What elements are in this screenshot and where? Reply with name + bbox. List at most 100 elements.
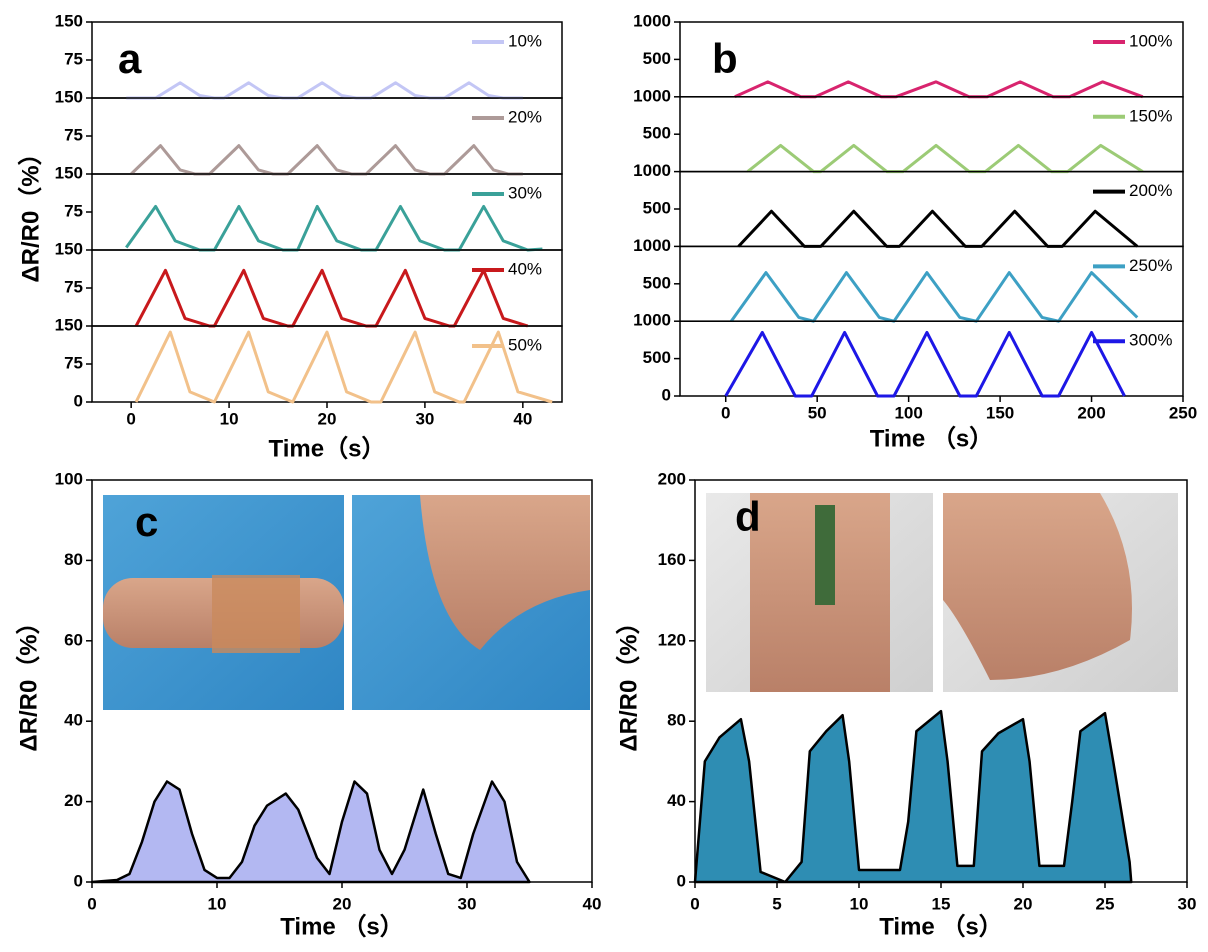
legend-label: 250% (1129, 256, 1172, 275)
data-line (748, 145, 1143, 171)
legend-label: 50% (508, 335, 542, 354)
x-tick-label: 15 (932, 894, 951, 913)
data-line (739, 211, 1138, 246)
data-line (735, 82, 1143, 97)
legend-label: 150% (1129, 106, 1172, 125)
x-tick-label: 10 (850, 894, 869, 913)
legend-label: 40% (508, 259, 542, 278)
y-tick-label: 500 (643, 124, 671, 143)
data-area (92, 782, 530, 883)
y-axis-label: ΔR/R0（%） (15, 610, 42, 751)
legend-label: 20% (508, 107, 542, 126)
data-line (136, 332, 552, 402)
x-tick-label: 250 (1169, 403, 1197, 422)
x-tick-label: 150 (986, 403, 1014, 422)
plot-frame (680, 22, 1183, 97)
data-line (126, 206, 542, 250)
y-tick-label: 0 (662, 385, 671, 404)
y-axis-label: ΔR/R0（%） (615, 610, 642, 751)
y-tick-label: 40 (64, 711, 83, 730)
x-axis-label: Time （s） (879, 913, 1003, 940)
y-tick-label: 75 (64, 49, 83, 68)
x-tick-label: 25 (1096, 894, 1115, 913)
data-line (726, 332, 1125, 396)
y-tick-label: 200 (658, 469, 686, 488)
panel-label: d (735, 493, 761, 540)
y-tick-label: 1000 (633, 86, 671, 105)
y-tick-label: 500 (643, 198, 671, 217)
plot-frame (680, 97, 1183, 172)
y-tick-label: 75 (64, 201, 83, 220)
y-tick-label: 1000 (633, 161, 671, 180)
legend-label: 200% (1129, 181, 1172, 200)
y-tick-label: 500 (643, 348, 671, 367)
data-line (731, 273, 1137, 322)
y-tick-label: 80 (667, 711, 686, 730)
y-tick-label: 60 (64, 630, 83, 649)
panel-label: c (135, 498, 158, 545)
x-tick-label: 20 (1014, 894, 1033, 913)
y-tick-label: 0 (677, 871, 686, 890)
data-line (136, 270, 528, 326)
legend-label: 100% (1129, 31, 1172, 50)
x-axis-label: Time （s） (870, 425, 994, 452)
x-tick-label: 0 (721, 403, 730, 422)
x-axis-label: Time （s） (280, 913, 404, 940)
x-tick-label: 30 (1178, 894, 1197, 913)
x-tick-label: 5 (772, 894, 781, 913)
data-line (126, 83, 523, 98)
photo-sensor-knee (815, 505, 835, 605)
y-tick-label: 75 (64, 125, 83, 144)
y-tick-label: 150 (55, 163, 83, 182)
y-tick-label: 150 (55, 87, 83, 106)
y-tick-label: 120 (658, 630, 686, 649)
x-tick-label: 30 (415, 409, 434, 428)
y-tick-label: 40 (667, 791, 686, 810)
y-tick-label: 1000 (633, 11, 671, 30)
y-tick-label: 80 (64, 550, 83, 569)
plot-frame (680, 172, 1183, 247)
y-tick-label: 75 (64, 277, 83, 296)
data-area (695, 711, 1131, 882)
x-tick-label: 30 (458, 894, 477, 913)
x-tick-label: 20 (333, 894, 352, 913)
figure: 010203040Time（s）ΔR/R0（%）7515010%7515020%… (0, 0, 1208, 947)
y-tick-label: 75 (64, 353, 83, 372)
legend-label: 10% (508, 31, 542, 50)
y-tick-label: 0 (74, 391, 83, 410)
x-tick-label: 0 (690, 894, 699, 913)
y-axis-label: ΔR/R0（%） (17, 141, 44, 282)
x-tick-label: 20 (318, 409, 337, 428)
plot-frame (92, 98, 562, 174)
y-tick-label: 20 (64, 791, 83, 810)
data-line (131, 146, 523, 174)
y-tick-label: 1000 (633, 311, 671, 330)
y-tick-label: 150 (55, 239, 83, 258)
panel-label: b (712, 35, 738, 82)
plot-frame (92, 174, 562, 250)
y-tick-label: 100 (55, 469, 83, 488)
photo-sensor (212, 575, 300, 653)
y-tick-label: 1000 (633, 236, 671, 255)
x-tick-label: 50 (808, 403, 827, 422)
x-tick-label: 40 (583, 894, 602, 913)
y-tick-label: 160 (658, 550, 686, 569)
plot-frame (680, 246, 1183, 321)
plot-frame (680, 321, 1183, 396)
y-tick-label: 500 (643, 49, 671, 68)
x-tick-label: 40 (513, 409, 532, 428)
legend-label: 30% (508, 183, 542, 202)
x-tick-label: 10 (220, 409, 239, 428)
x-axis-label: Time（s） (269, 435, 386, 462)
x-tick-label: 100 (894, 403, 922, 422)
y-tick-label: 150 (55, 11, 83, 30)
x-tick-label: 10 (208, 894, 227, 913)
legend-label: 300% (1129, 331, 1172, 350)
plot-frame (92, 326, 562, 402)
x-tick-label: 0 (126, 409, 135, 428)
x-tick-label: 0 (87, 894, 96, 913)
y-tick-label: 0 (74, 871, 83, 890)
y-tick-label: 150 (55, 315, 83, 334)
panel-label: a (118, 35, 142, 82)
y-tick-label: 500 (643, 273, 671, 292)
